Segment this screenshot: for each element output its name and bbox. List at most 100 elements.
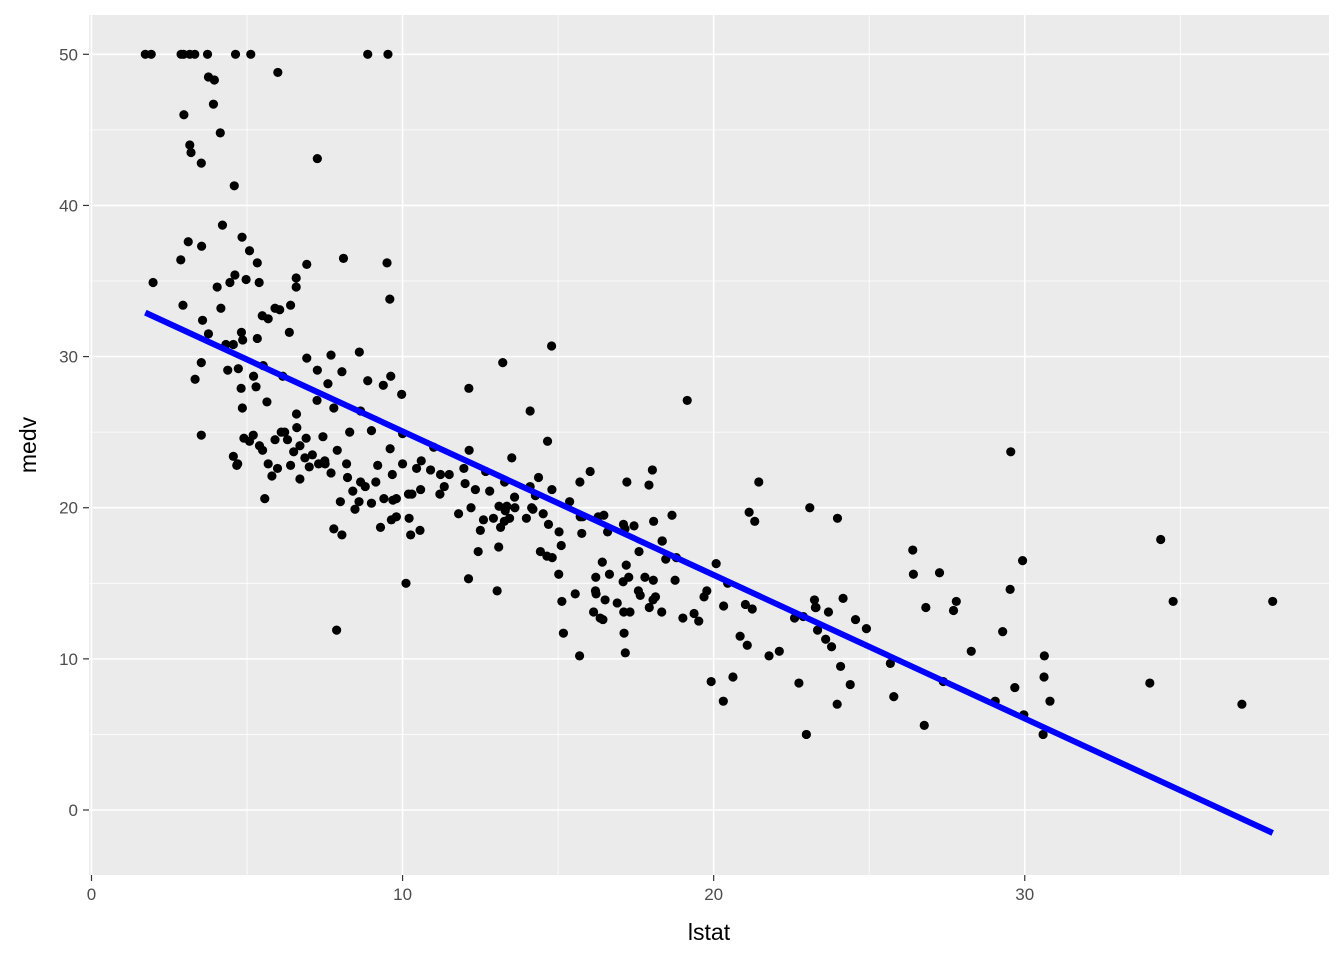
point (774, 646, 784, 656)
point (832, 699, 842, 709)
point (667, 510, 677, 520)
point (300, 453, 310, 463)
point (295, 474, 305, 484)
x-axis-title: lstat (688, 919, 731, 945)
point (682, 395, 692, 406)
point (183, 237, 193, 247)
point (554, 569, 564, 579)
point (570, 589, 580, 599)
point (634, 546, 644, 557)
point (509, 492, 520, 502)
x-tick-label: 10 (393, 885, 412, 904)
point (565, 497, 575, 507)
point (640, 572, 650, 582)
point (547, 484, 557, 495)
point (179, 110, 189, 120)
point (378, 380, 388, 390)
point (282, 435, 293, 445)
point (348, 486, 358, 496)
point (740, 599, 750, 610)
grid (89, 15, 1329, 875)
point (504, 513, 515, 523)
point (228, 451, 238, 461)
point (546, 341, 557, 351)
point (295, 441, 305, 451)
point (252, 258, 262, 268)
point (302, 353, 312, 363)
point (1038, 729, 1048, 740)
point (176, 255, 186, 265)
point (337, 530, 347, 540)
point (635, 590, 645, 600)
point (650, 592, 661, 602)
point (252, 333, 262, 344)
marks (140, 49, 1278, 836)
point (228, 339, 238, 350)
point (196, 358, 206, 368)
point (485, 486, 495, 496)
point (809, 595, 820, 605)
point (354, 347, 364, 357)
point (598, 614, 608, 625)
point (908, 569, 918, 579)
point (360, 481, 370, 492)
point (185, 140, 195, 150)
y-tick-label: 0 (69, 801, 78, 820)
point (558, 628, 569, 638)
point (557, 596, 567, 607)
point (453, 509, 464, 519)
point (629, 521, 639, 531)
point (794, 678, 804, 688)
point (621, 560, 631, 570)
y-tick-label: 50 (59, 45, 78, 64)
point (435, 469, 446, 480)
point (385, 444, 395, 454)
point (302, 259, 312, 269)
point (728, 672, 738, 682)
point (363, 49, 373, 59)
point (230, 49, 241, 59)
point (416, 484, 426, 495)
point (591, 589, 601, 599)
point (397, 459, 408, 469)
point (326, 468, 336, 478)
point (1268, 596, 1278, 607)
point (435, 489, 445, 499)
point (254, 441, 265, 451)
y-tick-label: 40 (59, 196, 78, 215)
point (186, 147, 196, 158)
point (238, 335, 248, 345)
point (466, 503, 476, 513)
point (312, 365, 322, 375)
point (276, 427, 286, 437)
point (805, 503, 815, 513)
point (387, 469, 397, 480)
point (464, 445, 474, 455)
point (318, 432, 328, 442)
point (543, 519, 554, 529)
point (397, 389, 407, 399)
point (312, 395, 322, 406)
point (591, 572, 601, 582)
point (821, 634, 831, 644)
point (845, 679, 855, 690)
point (1045, 696, 1055, 706)
y-axis-title: medv (15, 416, 41, 473)
point (556, 540, 566, 551)
point (588, 607, 599, 617)
point (694, 616, 704, 626)
point (197, 241, 207, 251)
point (754, 477, 764, 487)
point (236, 327, 247, 337)
point (326, 350, 336, 360)
point (284, 327, 294, 337)
point (233, 364, 243, 374)
point (744, 507, 754, 517)
point (492, 586, 502, 596)
point (478, 515, 489, 525)
point (835, 661, 846, 672)
point (657, 607, 667, 617)
point (146, 49, 156, 59)
point (373, 460, 383, 471)
